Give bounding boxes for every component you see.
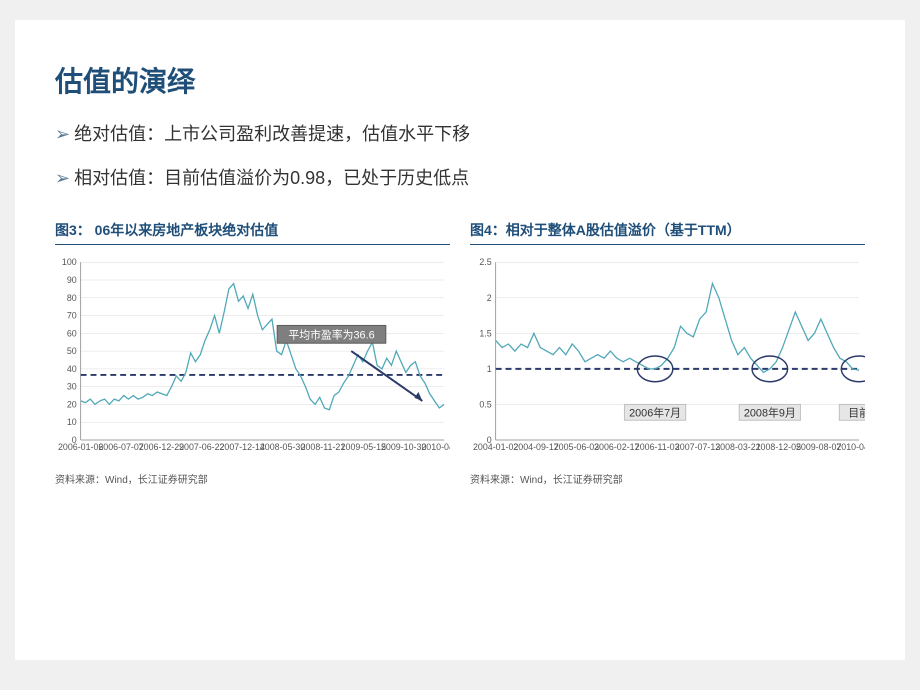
svg-text:目前: 目前 — [848, 405, 865, 419]
svg-text:0.5: 0.5 — [479, 399, 491, 409]
chart3-source: 资料来源：Wind，长江证券研究部 — [55, 471, 450, 486]
chart4-title: 图4：相对于整体A股估值溢价（基于TTM） — [470, 220, 865, 240]
svg-text:2006-11-03: 2006-11-03 — [635, 442, 680, 452]
chart3-svg: 01020304050607080901002006-01-062006-07-… — [55, 255, 450, 465]
svg-text:2007-12-14: 2007-12-14 — [219, 442, 264, 452]
svg-text:10: 10 — [67, 417, 77, 427]
bullet-arrow-icon: ➢ — [55, 168, 70, 189]
bullet-text: 绝对估值：上市公司盈利改善提速，估值水平下移 — [74, 120, 470, 146]
bullet-1: ➢ 绝对估值：上市公司盈利改善提速，估值水平下移 — [55, 120, 865, 146]
chart4-block: 图4：相对于整体A股估值溢价（基于TTM） 00.511.522.52004-0… — [470, 220, 865, 486]
svg-text:2007-07-13: 2007-07-13 — [675, 442, 720, 452]
svg-text:2008-11-21: 2008-11-21 — [301, 442, 346, 452]
chart4-svg: 00.511.522.52004-01-022004-09-172005-06-… — [470, 255, 865, 465]
chart4-rule — [470, 244, 865, 245]
svg-text:2005-06-03: 2005-06-03 — [554, 442, 599, 452]
svg-text:2006-01-06: 2006-01-06 — [58, 442, 103, 452]
svg-text:2009-08-07: 2009-08-07 — [796, 442, 841, 452]
charts-row: 图3： 06年以来房地产板块绝对估值 010203040506070809010… — [55, 220, 865, 486]
svg-text:2009-05-15: 2009-05-15 — [341, 442, 386, 452]
svg-text:2010-04-16: 2010-04-16 — [836, 442, 865, 452]
svg-text:2006-02-17: 2006-02-17 — [594, 442, 639, 452]
svg-text:2010-04-23: 2010-04-23 — [421, 442, 450, 452]
svg-text:2007-06-22: 2007-06-22 — [179, 442, 224, 452]
chart4-source: 资料来源：Wind，长江证券研究部 — [470, 471, 865, 486]
chart3-rule — [55, 244, 450, 245]
chart3-title: 图3： 06年以来房地产板块绝对估值 — [55, 220, 450, 240]
svg-text:2008年9月: 2008年9月 — [744, 405, 796, 419]
bullet-arrow-icon: ➢ — [55, 124, 70, 145]
svg-text:2008-05-30: 2008-05-30 — [260, 442, 305, 452]
svg-text:1.5: 1.5 — [479, 328, 491, 338]
svg-text:20: 20 — [67, 399, 77, 409]
svg-text:2008-03-21: 2008-03-21 — [715, 442, 760, 452]
svg-text:30: 30 — [67, 382, 77, 392]
slide: 估值的演绎 ➢ 绝对估值：上市公司盈利改善提速，估值水平下移 ➢ 相对估值：目前… — [15, 20, 905, 660]
svg-text:50: 50 — [67, 346, 77, 356]
svg-text:平均市盈率为36.6: 平均市盈率为36.6 — [288, 327, 374, 341]
svg-text:40: 40 — [67, 364, 77, 374]
svg-text:2004-01-02: 2004-01-02 — [473, 442, 518, 452]
svg-text:2006-07-07: 2006-07-07 — [98, 442, 143, 452]
page-title: 估值的演绎 — [55, 60, 865, 100]
bullet-2: ➢ 相对估值：目前估值溢价为0.98，已处于历史低点 — [55, 164, 865, 190]
svg-text:2004-09-17: 2004-09-17 — [513, 442, 558, 452]
svg-text:60: 60 — [67, 328, 77, 338]
svg-text:2006-12-29: 2006-12-29 — [139, 442, 184, 452]
svg-text:1: 1 — [487, 364, 492, 374]
svg-text:80: 80 — [67, 293, 77, 303]
svg-text:2.5: 2.5 — [479, 257, 491, 267]
chart3-block: 图3： 06年以来房地产板块绝对估值 010203040506070809010… — [55, 220, 450, 486]
svg-text:100: 100 — [62, 257, 77, 267]
svg-text:2: 2 — [487, 293, 492, 303]
svg-text:90: 90 — [67, 275, 77, 285]
svg-text:2008-12-05: 2008-12-05 — [756, 442, 801, 452]
svg-text:70: 70 — [67, 311, 77, 321]
svg-text:2006年7月: 2006年7月 — [629, 405, 681, 419]
bullet-text: 相对估值：目前估值溢价为0.98，已处于历史低点 — [74, 164, 469, 190]
svg-text:2009-10-30: 2009-10-30 — [381, 442, 426, 452]
